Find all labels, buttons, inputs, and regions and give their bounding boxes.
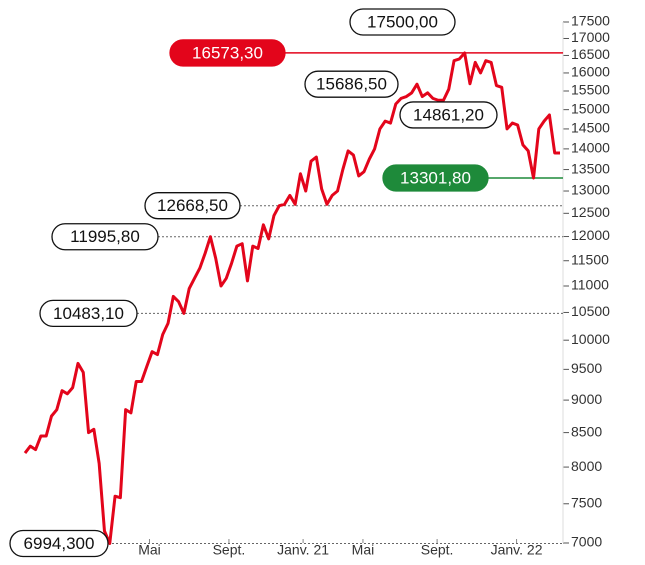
annotation-label: 13301,80 bbox=[400, 168, 471, 187]
y-tick-label: 13000 bbox=[571, 182, 610, 198]
annotation-label: 11995,80 bbox=[70, 227, 140, 246]
annotation-label: 12668,50 bbox=[157, 196, 228, 215]
annotation-box bbox=[304, 70, 399, 98]
y-tick-label: 16000 bbox=[571, 64, 610, 80]
x-tick-label: Sept. bbox=[213, 542, 246, 558]
x-tick-label: Mai bbox=[352, 542, 375, 558]
annotation-label: 16573,30 bbox=[192, 43, 263, 62]
annotation-box bbox=[39, 299, 138, 328]
y-tick-label: 15000 bbox=[571, 100, 610, 116]
annotation-box bbox=[399, 101, 498, 129]
annotation-box bbox=[9, 529, 109, 558]
annotation-box bbox=[382, 164, 489, 192]
y-tick-label: 11500 bbox=[571, 251, 609, 267]
y-tick-label: 10500 bbox=[571, 303, 610, 319]
x-tick-label: Mai bbox=[138, 542, 161, 558]
x-tick-label: Janv. 21 bbox=[277, 542, 329, 558]
y-tick-label: 13500 bbox=[571, 160, 610, 176]
y-tick-label: 12500 bbox=[571, 204, 610, 220]
y-tick-label: 11000 bbox=[571, 277, 609, 293]
x-tick-label: Sept. bbox=[421, 542, 454, 558]
y-tick-label: 9000 bbox=[571, 391, 602, 407]
y-tick-label: 15500 bbox=[571, 82, 610, 98]
annotation-label: 10483,10 bbox=[53, 304, 124, 323]
annotation-box bbox=[169, 39, 286, 67]
annotation-label: 17500,00 bbox=[367, 12, 438, 31]
annotation-box bbox=[51, 223, 159, 251]
annotation-label: 14861,20 bbox=[413, 105, 484, 124]
y-tick-label: 14000 bbox=[571, 140, 610, 156]
y-tick-label: 8500 bbox=[571, 423, 602, 439]
y-tick-label: 14500 bbox=[571, 120, 610, 136]
annotation-label: 15686,50 bbox=[316, 75, 387, 94]
y-tick-label: 7000 bbox=[571, 534, 602, 550]
annotation-label: 6994,300 bbox=[24, 534, 95, 553]
y-tick-label: 8000 bbox=[571, 458, 602, 474]
annotation-box bbox=[144, 192, 241, 220]
annotation-box bbox=[349, 8, 456, 36]
y-tick-label: 17000 bbox=[571, 29, 610, 45]
x-tick-label: Janv. 22 bbox=[491, 542, 543, 558]
line bbox=[23, 51, 560, 545]
y-tick-label: 7500 bbox=[571, 494, 602, 510]
y-tick-label: 17500 bbox=[571, 13, 610, 29]
y-tick-label: 16500 bbox=[571, 46, 610, 62]
y-tick-label: 12000 bbox=[571, 227, 610, 243]
y-tick-label: 9500 bbox=[571, 360, 602, 376]
annotation-lines bbox=[108, 52, 563, 544]
y-tick-label: 10000 bbox=[571, 331, 610, 347]
